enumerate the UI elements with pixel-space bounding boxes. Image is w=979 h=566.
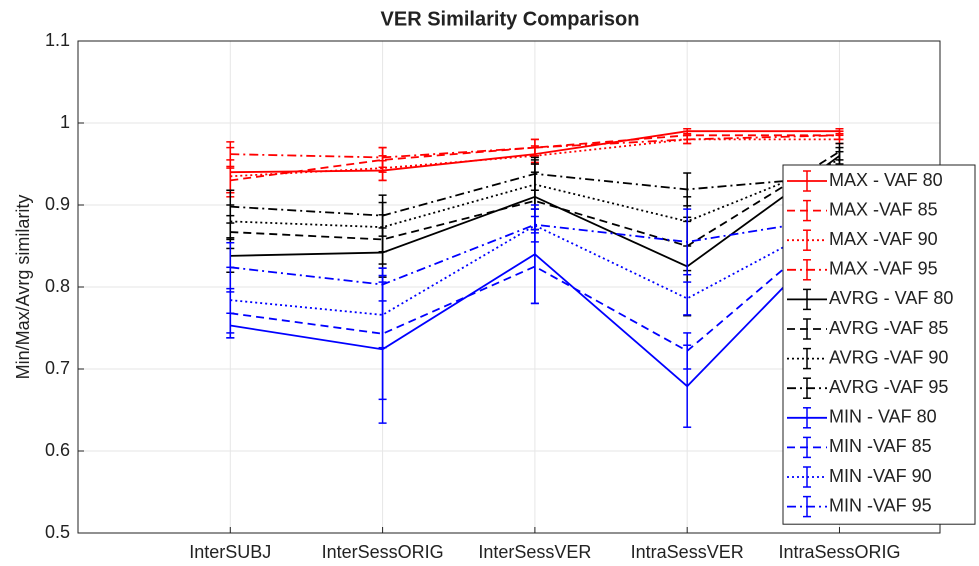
- legend-item: MIN -VAF 85: [787, 436, 932, 459]
- legend-label: MAX -VAF 85: [829, 199, 938, 219]
- legend-item: AVRG - VAF 80: [787, 288, 953, 311]
- legend-item: MIN -VAF 90: [787, 466, 932, 488]
- legend-label: MIN -VAF 85: [829, 436, 932, 456]
- legend-item: MAX -VAF 95: [787, 259, 938, 281]
- legend-item: AVRG -VAF 85: [787, 318, 948, 340]
- legend-item: AVRG -VAF 95: [787, 377, 948, 399]
- legend-item: MIN -VAF 95: [787, 495, 932, 518]
- error-bar: [530, 138, 539, 157]
- error-bar: [835, 130, 844, 141]
- legend-label: AVRG -VAF 85: [829, 318, 948, 338]
- error-bar: [226, 189, 235, 224]
- legend-item: MAX - VAF 80: [787, 170, 943, 192]
- error-bar: [683, 208, 692, 276]
- error-bar: [530, 215, 539, 234]
- legend-label: MIN -VAF 95: [829, 495, 932, 515]
- legend-item: MIN - VAF 80: [787, 407, 937, 429]
- error-bar: [378, 194, 387, 237]
- y-tick-label: 1.1: [45, 30, 70, 50]
- series-line: [230, 216, 840, 316]
- error-bar: [683, 134, 692, 145]
- x-tick-label: InterSessORIG: [322, 542, 444, 562]
- series-line: [230, 220, 841, 353]
- x-tick-label: InterSUBJ: [189, 542, 271, 562]
- y-tick-label: 0.6: [45, 440, 70, 460]
- error-bar: [378, 146, 387, 169]
- x-tick-label: IntraSessVER: [631, 542, 744, 562]
- x-tick-label: InterSessVER: [478, 542, 591, 562]
- legend-label: MAX -VAF 95: [829, 259, 938, 279]
- y-axis-label: Min/Max/Avrg similarity: [13, 195, 33, 380]
- legend-label: MIN - VAF 80: [829, 407, 937, 427]
- legend-label: AVRG - VAF 80: [829, 288, 953, 308]
- y-tick-label: 0.8: [45, 276, 70, 296]
- error-bar: [378, 267, 387, 302]
- y-tick-label: 1: [60, 112, 70, 132]
- legend-label: MIN -VAF 90: [829, 466, 932, 486]
- error-bar: [683, 332, 692, 370]
- error-bar: [226, 241, 235, 293]
- legend-box: [782, 164, 976, 525]
- x-tick-label: IntraSessORIG: [778, 542, 900, 562]
- y-tick-label: 0.9: [45, 194, 70, 214]
- y-tick-label: 0.5: [45, 522, 70, 542]
- error-bar: [683, 281, 692, 316]
- legend-label: AVRG -VAF 95: [829, 377, 948, 397]
- legend-label: MAX -VAF 90: [829, 229, 938, 249]
- chart-title: VER Similarity Comparison: [381, 8, 640, 30]
- legend-item: MAX -VAF 85: [787, 199, 938, 222]
- legend-item: AVRG -VAF 90: [787, 347, 948, 370]
- y-tick-label: 0.7: [45, 358, 70, 378]
- series-line: [230, 216, 840, 286]
- legend-label: AVRG -VAF 90: [829, 347, 948, 367]
- error-bar: [530, 156, 539, 191]
- error-bar: [683, 172, 692, 207]
- legend-label: MAX - VAF 80: [829, 170, 943, 190]
- error-bar: [226, 141, 235, 168]
- legend-item: MAX -VAF 90: [787, 229, 938, 251]
